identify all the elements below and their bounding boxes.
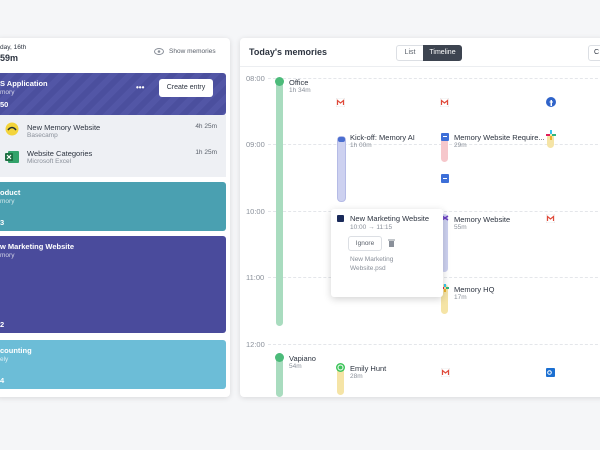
docs-icon <box>441 133 449 141</box>
slack-icon <box>546 130 556 140</box>
docs-icon <box>441 174 449 183</box>
timeline-tab[interactable]: Timeline <box>423 45 462 61</box>
item-duration: 55m <box>454 224 467 231</box>
file-icon <box>337 215 344 222</box>
card-count: 4 <box>0 376 5 385</box>
whatsapp-icon <box>336 363 345 372</box>
card-subtitle: mory <box>0 252 15 259</box>
location-icon <box>275 353 284 362</box>
time-label: 08:00 <box>246 74 265 83</box>
event-bar[interactable] <box>441 214 448 272</box>
item-title: Memory Website <box>454 215 511 224</box>
eye-icon <box>154 48 164 55</box>
sidebar-panel: day, 16th 59m Show memories S Applicatio… <box>0 38 230 397</box>
item-duration: 29m <box>454 142 467 149</box>
entry-duration: 4h 25m <box>195 123 217 130</box>
location-icon <box>275 77 284 86</box>
card-title: counting <box>0 346 32 355</box>
card[interactable]: counting ely 4 <box>0 340 226 389</box>
time-label: 10:00 <box>246 207 265 216</box>
card[interactable]: w Marketing Website mory 2 <box>0 236 226 333</box>
office-bar[interactable] <box>276 78 283 326</box>
event-bar[interactable] <box>547 134 554 148</box>
show-memories[interactable]: Show memories <box>169 48 216 55</box>
card-title: S Application <box>0 79 48 88</box>
gmail-icon <box>546 214 555 223</box>
vapiano-bar[interactable] <box>276 353 283 397</box>
entry-app: Microsoft Excel <box>27 158 72 165</box>
item-duration: 28m <box>350 373 363 380</box>
entry-title: New Memory Website <box>27 123 101 132</box>
basecamp-icon <box>5 122 19 136</box>
excel-icon <box>5 151 19 163</box>
item-duration: 1h 00m <box>350 142 372 149</box>
time-label: 11:00 <box>246 273 265 282</box>
vs-icon <box>441 215 449 221</box>
card-subtitle: mory <box>0 198 15 205</box>
entries: New Memory Website Basecamp 4h 25m Websi… <box>0 115 226 177</box>
outlook-icon <box>546 368 555 377</box>
card[interactable]: S Application mory 50 ••• Create entry <box>0 73 226 115</box>
popover: New Marketing Website 10:00 → 11:15 Igno… <box>331 209 443 297</box>
create-entry-button[interactable]: Create entry <box>159 79 213 97</box>
item-duration: 1h 34m <box>289 87 311 94</box>
grid-line <box>268 144 600 145</box>
item-title: Kick-off: Memory AI <box>350 133 415 142</box>
event-bar[interactable] <box>441 134 448 162</box>
grid-line <box>268 78 600 79</box>
card-count: 3 <box>0 218 5 227</box>
panel-title: Today's memories <box>249 47 328 57</box>
header-button[interactable]: C <box>588 45 600 61</box>
event-bar[interactable] <box>337 364 344 395</box>
calendar-icon <box>338 137 345 142</box>
list-tab[interactable]: List <box>396 45 424 61</box>
gmail-icon <box>440 98 449 107</box>
card-title: oduct <box>0 188 21 197</box>
entry-title: Website Categories <box>27 149 93 158</box>
time-label: 09:00 <box>246 140 265 149</box>
popover-time: 10:00 → 11:15 <box>350 224 393 231</box>
divider <box>240 66 600 67</box>
more-button[interactable]: ••• <box>136 83 145 92</box>
entry-duration: 1h 25m <box>195 149 217 156</box>
event-bar[interactable] <box>441 284 448 314</box>
event-bar[interactable] <box>337 136 346 202</box>
entry-app: Basecamp <box>27 132 58 139</box>
facebook-icon <box>546 97 556 107</box>
popover-title: New Marketing Website <box>350 214 430 223</box>
gmail-icon <box>441 368 450 377</box>
gmail-icon <box>336 98 345 107</box>
ignore-button[interactable]: Ignore <box>348 236 382 251</box>
card-count: 2 <box>0 320 5 329</box>
card-count: 50 <box>0 100 9 109</box>
grid-line <box>268 344 600 345</box>
card-subtitle: ely <box>0 356 9 363</box>
total-time: 59m <box>0 53 19 63</box>
item-duration: 54m <box>289 363 302 370</box>
date: day, 16th <box>0 44 27 51</box>
item-title: Emily Hunt <box>350 364 387 373</box>
item-title: Memory HQ <box>454 285 495 294</box>
card-title: w Marketing Website <box>0 242 75 251</box>
item-duration: 17m <box>454 294 467 301</box>
item-title: Vapiano <box>289 354 316 363</box>
card[interactable]: oduct mory 3 <box>0 182 226 231</box>
item-title: Memory Website Require... <box>454 133 545 142</box>
time-label: 12:00 <box>246 340 265 349</box>
item-title: Office <box>289 78 309 87</box>
popover-file: New Marketing Website.psd <box>350 256 394 272</box>
card-subtitle: mory <box>0 89 15 96</box>
trash-icon[interactable] <box>388 239 395 247</box>
